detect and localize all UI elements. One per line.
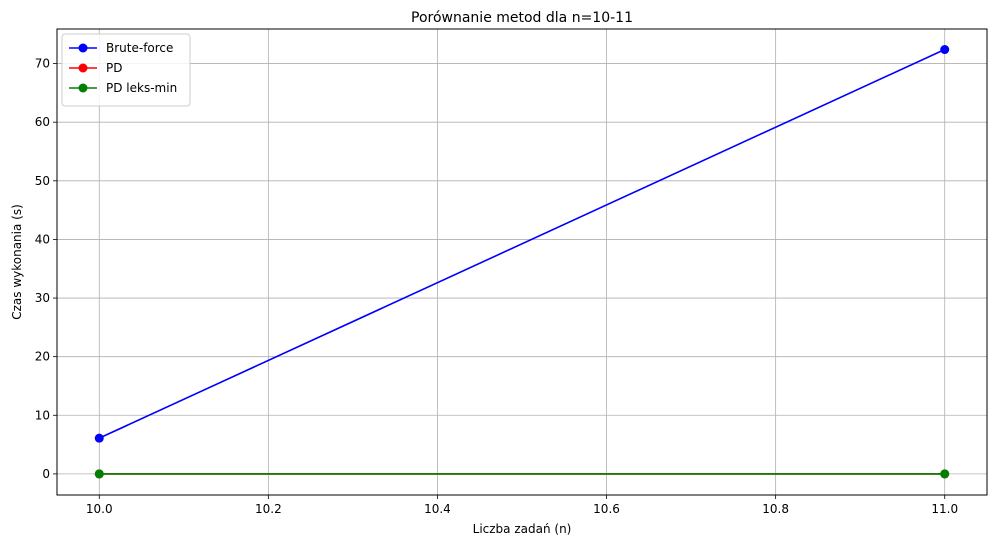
x-tick-label: 10.4 xyxy=(424,502,451,516)
y-tick-label: 50 xyxy=(35,174,50,188)
y-tick-label: 30 xyxy=(35,291,50,305)
series-pd-leks-min xyxy=(94,469,950,479)
legend-marker xyxy=(78,83,88,93)
legend-item: Brute-force xyxy=(69,41,173,55)
y-axis: 0 10 20 30 40 50 60 70 xyxy=(35,57,57,481)
y-tick-label: 20 xyxy=(35,350,50,364)
data-point xyxy=(940,45,950,55)
series-brute-force xyxy=(94,45,950,443)
x-tick-label: 10.6 xyxy=(593,502,620,516)
x-tick-label: 10.2 xyxy=(255,502,282,516)
y-tick-label: 10 xyxy=(35,408,50,422)
data-point xyxy=(94,433,104,443)
legend-label: PD xyxy=(106,61,122,75)
legend-marker xyxy=(78,63,88,73)
legend-label: Brute-force xyxy=(106,41,173,55)
y-tick-label: 70 xyxy=(35,57,50,71)
legend-item: PD xyxy=(69,61,122,75)
x-tick-label: 11.0 xyxy=(931,502,958,516)
legend: Brute-force PD PD leks-min xyxy=(61,33,191,107)
legend-marker xyxy=(78,43,88,53)
x-axis-label: Liczba zadań (n) xyxy=(473,522,572,536)
data-point xyxy=(940,469,950,479)
series xyxy=(94,45,950,479)
y-axis-label: Czas wykonania (s) xyxy=(10,204,24,320)
plot-area-frame xyxy=(56,28,988,496)
data-point xyxy=(94,469,104,479)
x-tick-label: 10.0 xyxy=(86,502,113,516)
x-axis: 10.0 10.2 10.4 10.6 10.8 11.0 xyxy=(86,495,958,516)
legend-item: PD leks-min xyxy=(69,81,177,95)
x-tick-label: 10.8 xyxy=(762,502,789,516)
legend-label: PD leks-min xyxy=(106,81,177,95)
y-tick-label: 40 xyxy=(35,232,50,246)
y-tick-label: 0 xyxy=(42,467,50,481)
series-line xyxy=(98,48,946,439)
chart-title: Porównanie metod dla n=10-11 xyxy=(411,10,633,26)
y-tick-label: 60 xyxy=(35,115,50,129)
